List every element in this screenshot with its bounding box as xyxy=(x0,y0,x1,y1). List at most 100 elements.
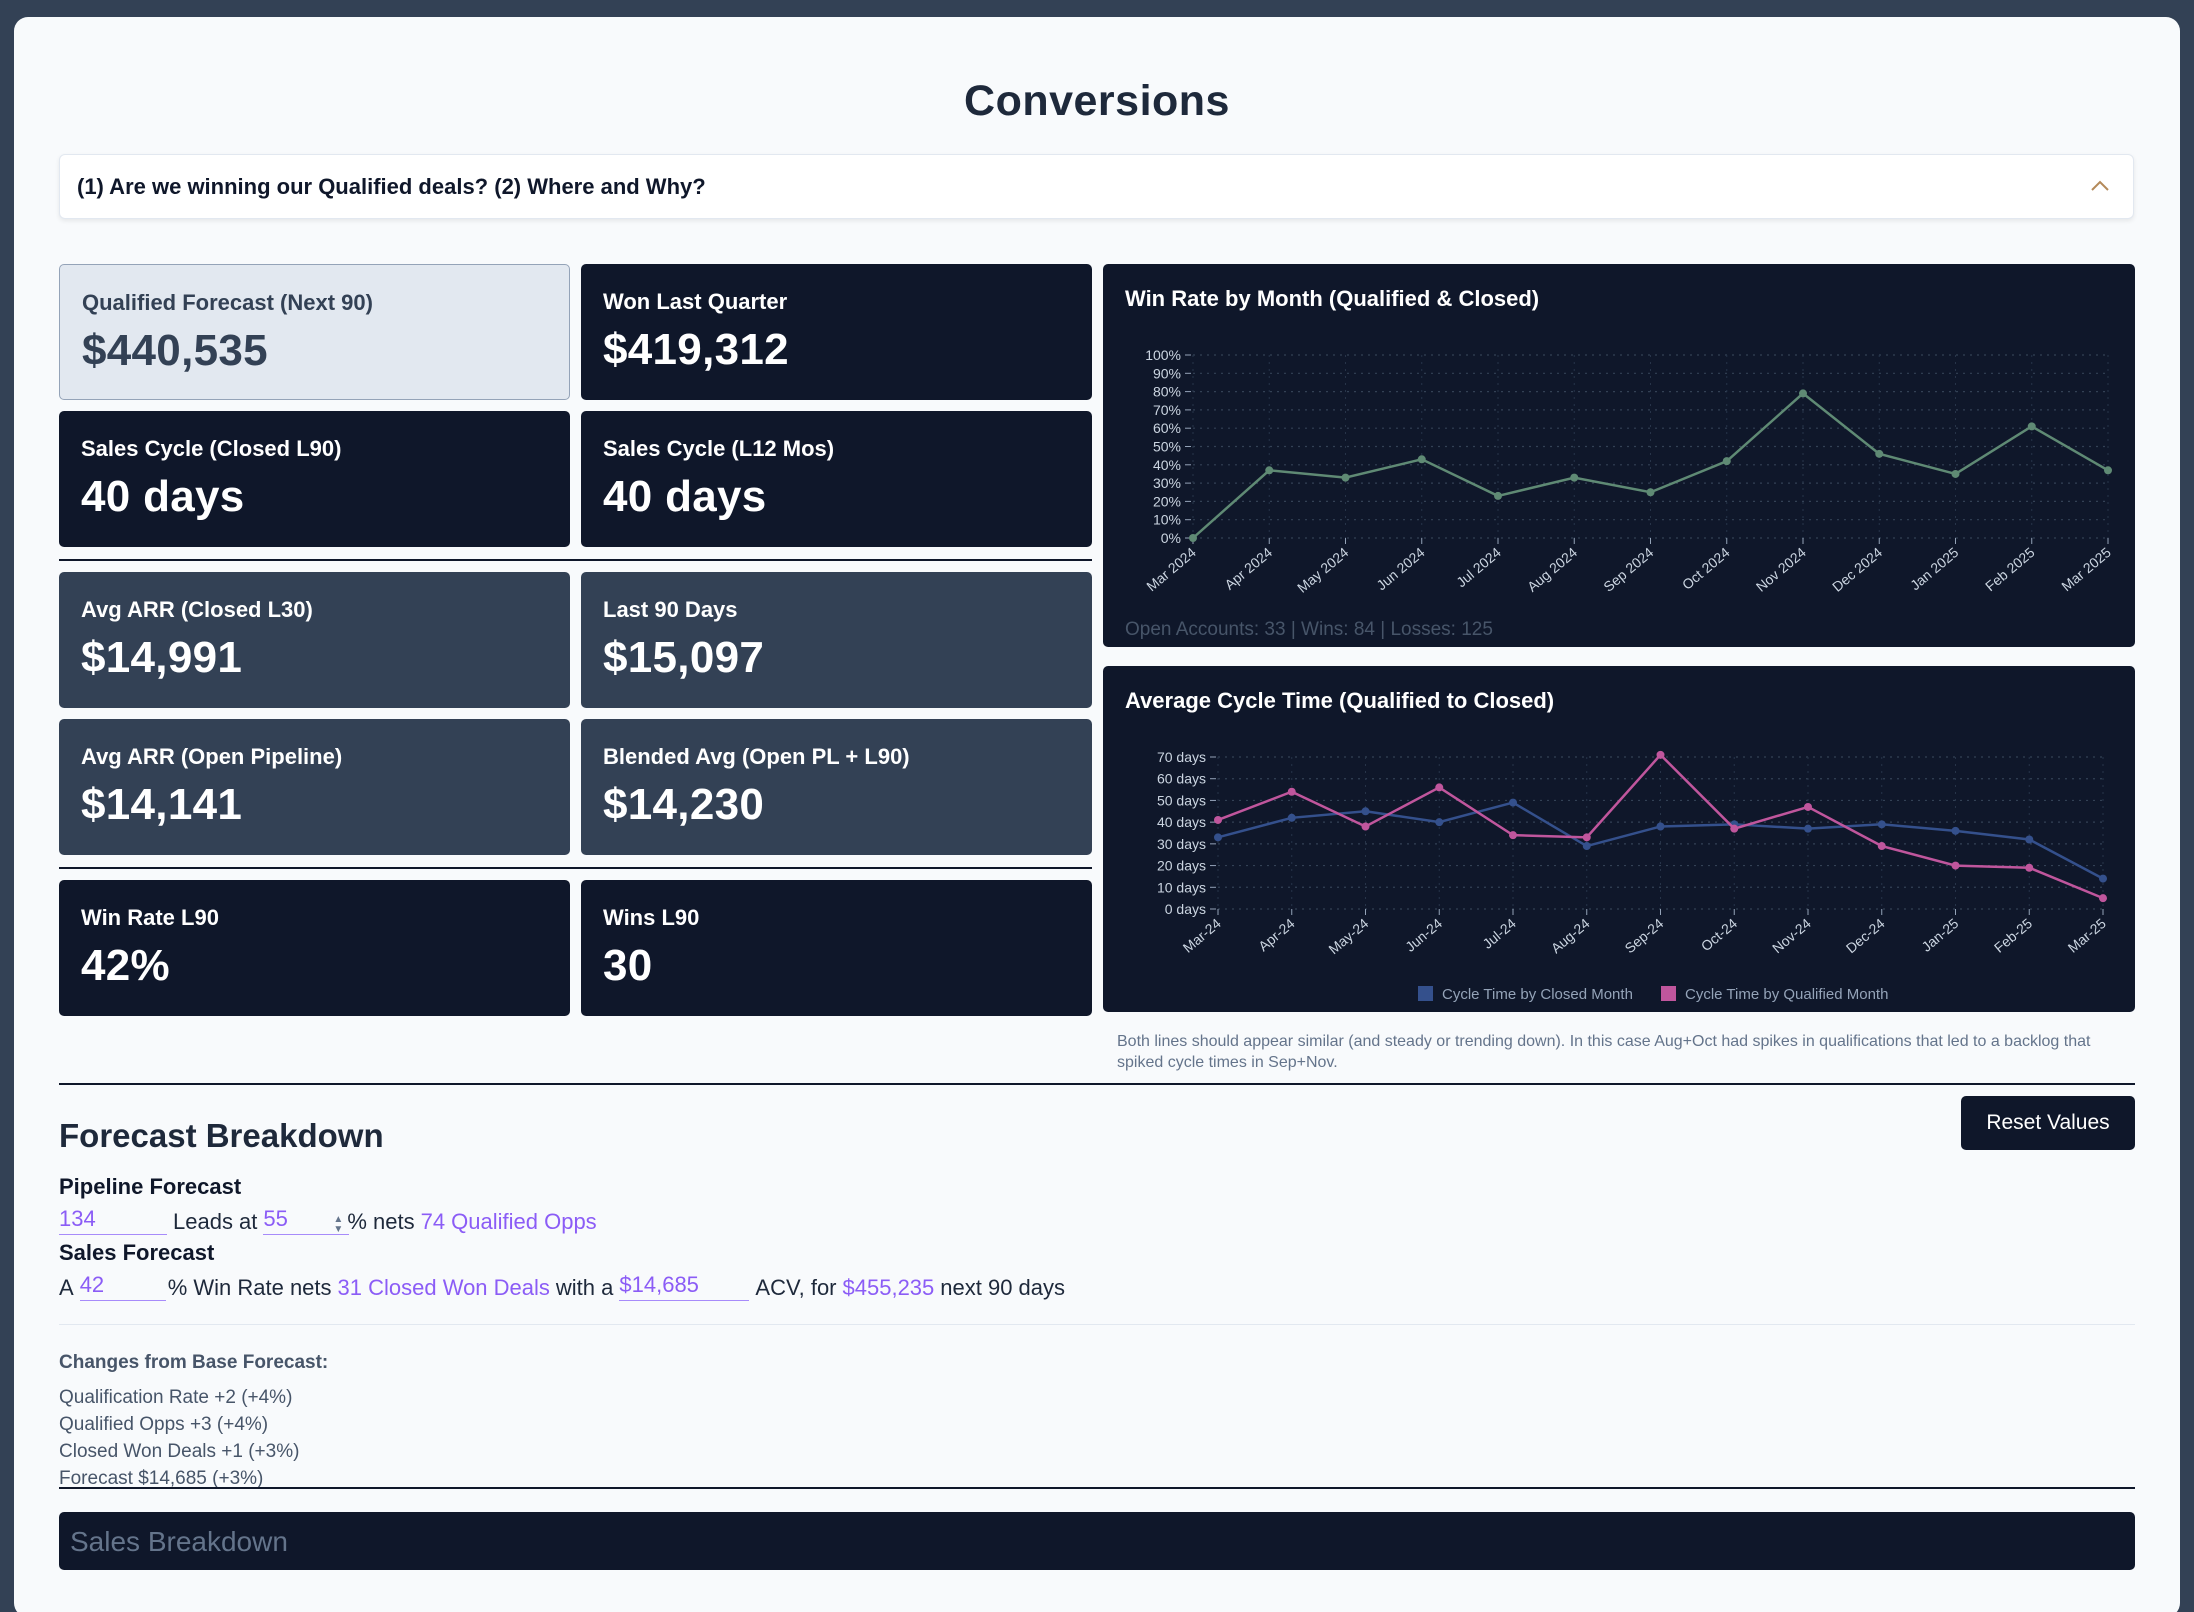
data-point[interactable] xyxy=(1361,807,1370,816)
data-point[interactable] xyxy=(2027,422,2036,431)
data-point[interactable] xyxy=(1435,818,1444,827)
y-tick-label: 40% xyxy=(1153,457,1181,473)
cycle-time-chart-title: Average Cycle Time (Qualified to Closed) xyxy=(1125,688,1555,713)
y-tick-label: 80% xyxy=(1153,384,1181,400)
data-point[interactable] xyxy=(1214,833,1222,842)
kpi-sales-cycle-closed: Sales Cycle (Closed L90) 40 days xyxy=(59,411,570,547)
y-tick-label: 60% xyxy=(1153,420,1181,436)
data-point[interactable] xyxy=(2025,863,2034,872)
reset-values-button[interactable]: Reset Values xyxy=(1961,1096,2135,1150)
data-point[interactable] xyxy=(1646,488,1655,497)
data-point[interactable] xyxy=(1214,815,1222,824)
legend-swatch xyxy=(1418,986,1433,1001)
y-tick-label: 10 days xyxy=(1157,879,1206,895)
changes-divider xyxy=(59,1324,2135,1325)
x-tick-label: Mar-24 xyxy=(1180,915,1224,956)
x-tick-label: Nov-24 xyxy=(1769,915,1814,956)
data-point[interactable] xyxy=(1951,826,1960,835)
qualified-opps-value: 74 Qualified Opps xyxy=(420,1209,597,1234)
x-tick-label: Feb 2025 xyxy=(1982,544,2038,594)
data-point[interactable] xyxy=(1799,389,1807,398)
data-point[interactable] xyxy=(1265,466,1274,475)
x-tick-label: Nov 2024 xyxy=(1753,544,1809,595)
sales-breakdown-header[interactable]: Sales Breakdown xyxy=(59,1512,2135,1570)
pipeline-forecast-title: Pipeline Forecast xyxy=(59,1174,242,1199)
data-point[interactable] xyxy=(2104,466,2112,475)
x-tick-label: Dec-24 xyxy=(1843,915,1888,956)
data-point[interactable] xyxy=(2025,835,2034,844)
data-point[interactable] xyxy=(1877,820,1886,829)
win-rate-text: % Win Rate nets xyxy=(167,1275,332,1300)
y-tick-label: 70 days xyxy=(1157,749,1206,765)
leads-input[interactable] xyxy=(59,1205,167,1235)
acv-text: ACV, for xyxy=(755,1275,837,1300)
data-point[interactable] xyxy=(1494,491,1502,500)
page-title: Conversions xyxy=(964,77,1230,125)
data-point[interactable] xyxy=(1804,824,1812,833)
x-tick-label: Apr 2024 xyxy=(1221,544,1275,593)
y-tick-label: 40 days xyxy=(1157,814,1206,830)
data-point[interactable] xyxy=(1287,813,1296,822)
win-rate-chart-title: Win Rate by Month (Qualified & Closed) xyxy=(1125,286,1540,311)
data-point[interactable] xyxy=(1722,457,1731,466)
kpi-wins-l90: Wins L90 30 xyxy=(581,880,1092,1016)
qualification-rate-input[interactable] xyxy=(263,1205,350,1235)
data-point[interactable] xyxy=(1509,798,1517,807)
data-point[interactable] xyxy=(1361,822,1370,831)
y-tick-label: 90% xyxy=(1153,365,1181,381)
x-tick-label: Mar-25 xyxy=(2065,915,2109,956)
y-tick-label: 100% xyxy=(1145,347,1181,363)
data-point[interactable] xyxy=(1730,824,1739,833)
data-point[interactable] xyxy=(1417,455,1426,464)
data-point[interactable] xyxy=(1509,831,1517,840)
legend-swatch xyxy=(1661,986,1676,1001)
y-tick-label: 20 days xyxy=(1157,858,1206,874)
data-point[interactable] xyxy=(2099,894,2107,903)
chart-note: Both lines should appear similar (and st… xyxy=(1117,1033,2091,1071)
win-rate-chart: Win Rate by Month (Qualified & Closed) 0… xyxy=(1103,264,2135,647)
kpi-divider xyxy=(59,867,1092,869)
data-point[interactable] xyxy=(1341,473,1350,482)
data-point[interactable] xyxy=(1877,842,1886,851)
y-tick-label: 10% xyxy=(1153,512,1181,528)
y-tick-label: 50 days xyxy=(1157,792,1206,808)
changes-from-base: Changes from Base Forecast: Qualificatio… xyxy=(59,1352,328,1492)
accordion-question: (1) Are we winning our Qualified deals? … xyxy=(77,173,706,199)
y-tick-label: 20% xyxy=(1153,493,1181,509)
data-point[interactable] xyxy=(1582,833,1591,842)
data-point[interactable] xyxy=(1287,787,1296,796)
acv-input[interactable] xyxy=(619,1271,750,1301)
data-point[interactable] xyxy=(1804,802,1812,811)
kpi-win-rate-l90: Win Rate L90 42% xyxy=(59,880,570,1016)
x-tick-label: Sep-24 xyxy=(1622,915,1667,956)
question-accordion[interactable]: (1) Are we winning our Qualified deals? … xyxy=(59,154,2134,219)
rate-stepper-icon[interactable]: ▲ ▼ xyxy=(333,1214,344,1235)
win-rate-input[interactable] xyxy=(79,1271,166,1301)
x-tick-label: Aug 2024 xyxy=(1524,544,1580,595)
data-point[interactable] xyxy=(1875,449,1884,458)
x-tick-label: Jan 2025 xyxy=(1907,544,1962,593)
data-point[interactable] xyxy=(1570,473,1579,482)
change-item: Qualified Opps +3 (+4%) xyxy=(59,1414,269,1435)
kpi-won-last-quarter: Won Last Quarter $419,312 xyxy=(581,264,1092,400)
x-tick-label: May-24 xyxy=(1325,915,1371,957)
data-point[interactable] xyxy=(1656,822,1665,831)
change-item: Closed Won Deals +1 (+3%) xyxy=(59,1441,300,1462)
change-item: Qualification Rate +2 (+4%) xyxy=(59,1387,293,1408)
legend-label: Cycle Time by Closed Month xyxy=(1442,986,1633,1003)
y-tick-label: 0 days xyxy=(1165,901,1206,917)
data-point[interactable] xyxy=(1951,861,1960,870)
next-text: next 90 days xyxy=(940,1275,1066,1300)
data-point[interactable] xyxy=(1582,842,1591,851)
changes-title: Changes from Base Forecast: xyxy=(59,1352,329,1373)
data-point[interactable] xyxy=(1656,750,1665,759)
kpi-avg-arr-pipeline: Avg ARR (Open Pipeline) $14,141 xyxy=(59,719,570,855)
data-point[interactable] xyxy=(1189,534,1197,542)
data-point[interactable] xyxy=(1951,469,1960,478)
x-tick-label: Jun 2024 xyxy=(1373,544,1428,593)
y-tick-label: 30 days xyxy=(1157,836,1206,852)
chevron-up-icon[interactable] xyxy=(2087,173,2113,199)
data-point[interactable] xyxy=(2099,874,2107,883)
data-point[interactable] xyxy=(1435,783,1444,792)
x-tick-label: Oct 2024 xyxy=(1679,544,1733,593)
